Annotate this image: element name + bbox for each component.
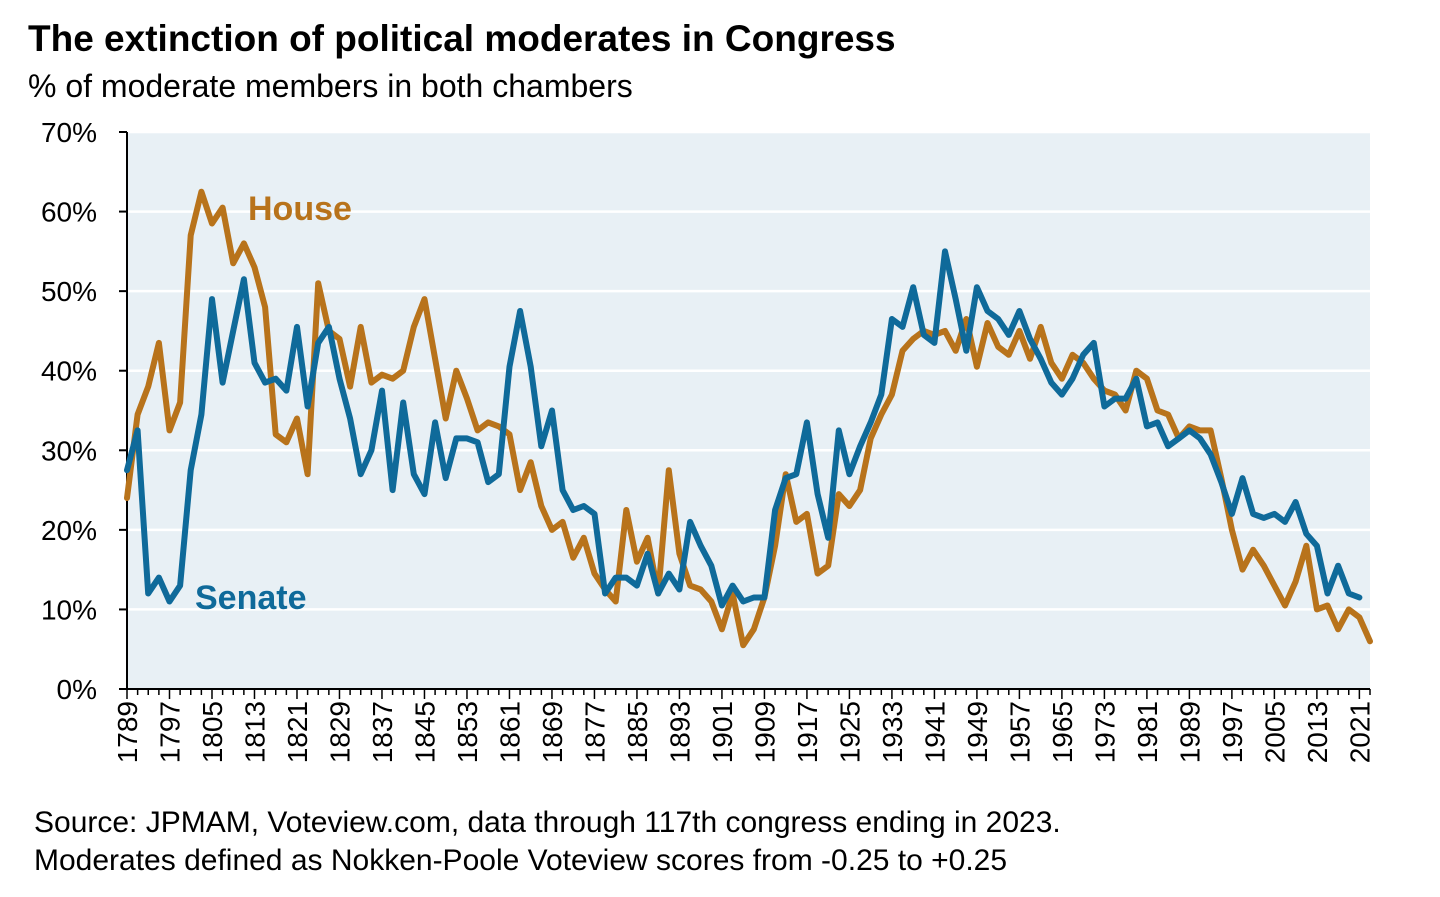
x-tick-label: 1997 — [1217, 701, 1248, 763]
x-tick-label: 1853 — [452, 701, 483, 763]
y-tick-label: 50% — [41, 276, 97, 307]
x-tick-label: 1821 — [282, 701, 313, 763]
source-line-1: Source: JPMAM, Voteview.com, data throug… — [34, 806, 1061, 839]
y-tick-label: 10% — [41, 594, 97, 625]
x-tick-label: 1813 — [239, 701, 270, 763]
x-tick-label: 1989 — [1174, 701, 1205, 763]
series-annotations: House Senate — [195, 190, 352, 617]
annotation-senate: Senate — [195, 579, 307, 617]
x-tick-label: 1869 — [537, 701, 568, 763]
y-tick-label: 30% — [41, 435, 97, 466]
y-tick-label: 20% — [41, 515, 97, 546]
x-tick-label: 1893 — [664, 701, 695, 763]
chart-subtitle: % of moderate members in both chambers — [28, 68, 633, 104]
series-line-house — [124, 188, 1373, 649]
series-line-senate — [124, 248, 1363, 609]
series-lines — [124, 188, 1373, 649]
x-tick-label: 1957 — [1004, 701, 1035, 763]
source-line-2: Moderates defined as Nokken-Poole Votevi… — [34, 844, 1008, 877]
x-tick-label: 1861 — [494, 701, 525, 763]
x-tick-label: 1941 — [919, 701, 950, 763]
gridlines — [127, 130, 1370, 611]
x-tick-label: 1805 — [197, 701, 228, 763]
x-tick-label: 1901 — [707, 701, 738, 763]
y-axis: 0% 10% 20% 30% 40% 50% 60% 70% — [41, 117, 128, 705]
y-tick-label: 70% — [41, 117, 97, 148]
x-tick-label: 1965 — [1047, 701, 1078, 763]
x-tick-label: 2005 — [1259, 701, 1290, 763]
y-tick-label: 60% — [41, 197, 97, 228]
y-tick-label: 40% — [41, 356, 97, 387]
x-tick-label: 1917 — [792, 701, 823, 763]
x-tick-label: 2013 — [1302, 701, 1333, 763]
x-tick-label: 1885 — [622, 701, 653, 763]
x-tick-label: 1973 — [1089, 701, 1120, 763]
source-note: Source: JPMAM, Voteview.com, data throug… — [34, 804, 1061, 880]
x-tick-label: 1877 — [579, 701, 610, 763]
x-tick-label: 1829 — [324, 701, 355, 763]
x-tick-label: 1845 — [409, 701, 440, 763]
x-tick-label: 1949 — [962, 701, 993, 763]
x-tick-label: 1925 — [834, 701, 865, 763]
x-tick-label: 1909 — [749, 701, 780, 763]
x-tick-label: 1981 — [1132, 701, 1163, 763]
x-tick-label: 1789 — [112, 701, 143, 763]
y-tick-label: 0% — [57, 674, 97, 705]
x-tick-label: 1933 — [877, 701, 908, 763]
line-chart: 0% 10% 20% 30% 40% 50% 60% 70% 1789 1797 1805 1813… — [41, 117, 1375, 763]
x-tick-label: 1797 — [154, 701, 185, 763]
x-axis: 1789 1797 1805 1813 1821 1829 1837 1845 1853 1861… — [112, 688, 1375, 763]
chart-title: The extinction of political moderates in… — [28, 18, 896, 59]
x-tick-label: 2021 — [1344, 701, 1375, 763]
annotation-house: House — [248, 190, 352, 228]
x-tick-label: 1837 — [367, 701, 398, 763]
